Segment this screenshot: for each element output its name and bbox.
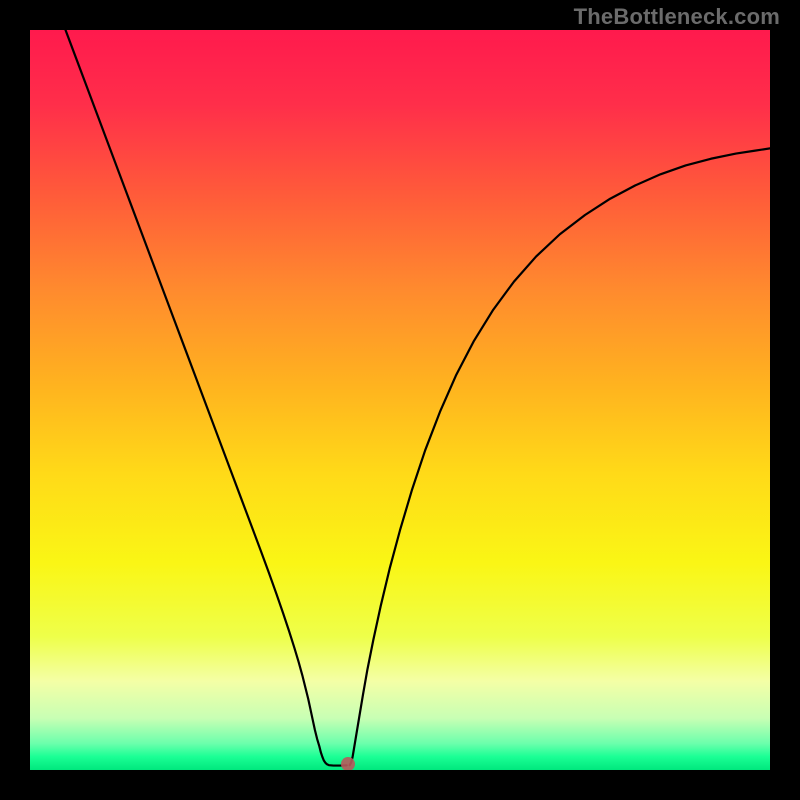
chart-frame: TheBottleneck.com — [0, 0, 800, 800]
minimum-marker — [341, 757, 355, 770]
watermark-text: TheBottleneck.com — [574, 4, 780, 30]
curve-left-branch — [66, 30, 347, 766]
plot-area — [30, 30, 770, 770]
curve-right-branch — [350, 148, 770, 765]
curve-svg — [30, 30, 770, 770]
